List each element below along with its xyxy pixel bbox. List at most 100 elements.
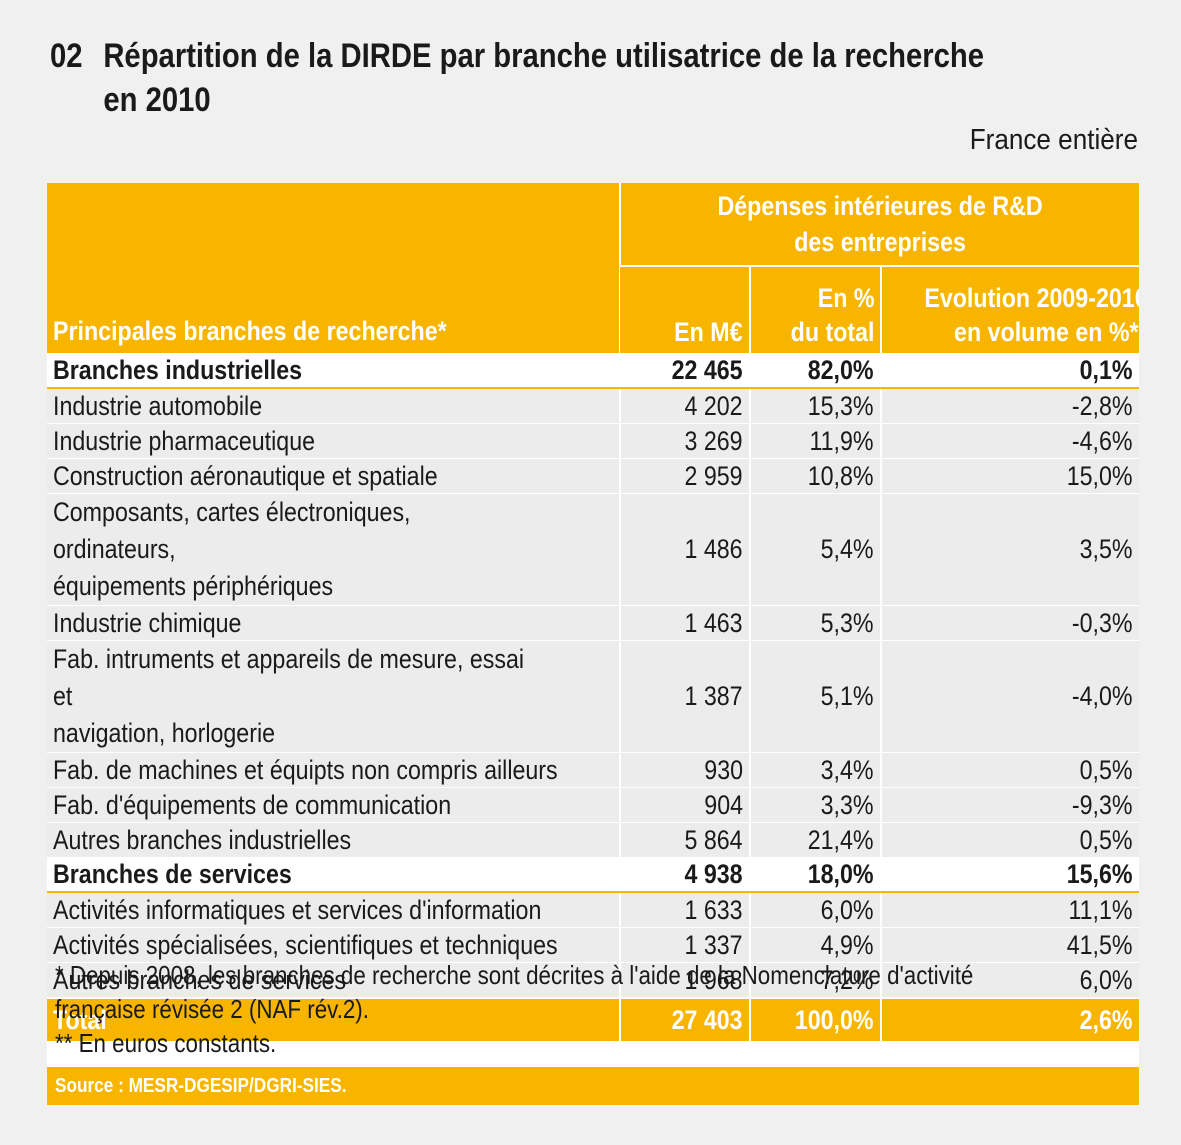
row-evol: 15,0% [1067, 461, 1134, 491]
row-label: Industrie chimique [53, 608, 242, 638]
header-value-label: En M€ [674, 317, 743, 347]
row-value: 1 463 [684, 608, 743, 638]
row-label-line-1: Fab. intruments et appareils de mesure, … [53, 644, 525, 711]
table-row: Fab. d'équipements de communication 904 … [47, 787, 1140, 823]
header-branches: Principales branches de recherche* [47, 183, 620, 353]
row-pct: 21,4% [808, 825, 874, 855]
table-row: Construction aéronautique et spatiale 2 … [47, 458, 1140, 494]
header-evol-line-2: en volume en %** [954, 317, 1140, 347]
row-pct: 11,9% [809, 426, 874, 456]
row-pct: 82,0% [808, 355, 874, 385]
row-label-line-2: équipements périphériques [53, 571, 334, 601]
row-pct: 5,1% [821, 681, 874, 711]
row-evol: 0,5% [1080, 755, 1134, 785]
row-value: 1 387 [684, 681, 743, 711]
table-row: Composants, cartes électroniques, ordina… [47, 493, 1140, 606]
row-label-line-2: navigation, horlogerie [53, 718, 276, 748]
row-label: Activités informatiques et services d'in… [53, 895, 542, 925]
table-row: Industrie pharmaceutique 3 269 11,9% -4,… [47, 423, 1140, 459]
table-row: Activités informatiques et services d'in… [47, 891, 1140, 928]
footnote-1-line-2: française révisée 2 (NAF rév.2). [55, 994, 369, 1024]
row-evol: -2,8% [1072, 391, 1134, 421]
header-branches-label: Principales branches de recherche* [53, 316, 447, 346]
row-label: Industrie pharmaceutique [53, 426, 316, 456]
header-group-line-2: des entreprises [794, 227, 966, 257]
title-line-2: en 2010 [103, 81, 211, 119]
row-evol: -4,6% [1072, 426, 1134, 456]
row-evol: 0,5% [1080, 825, 1134, 855]
footnote-2: ** En euros constants. [55, 1028, 277, 1058]
source-label: Source : MESR-DGESIP/DGRI-SIES. [55, 1075, 347, 1097]
row-value: 4 938 [684, 859, 743, 889]
row-value: 4 202 [684, 391, 743, 421]
row-value: 904 [704, 790, 743, 820]
header-group: Dépenses intérieures de R&D des entrepri… [618, 183, 1140, 266]
row-label: Construction aéronautique et spatiale [53, 461, 438, 491]
row-label: Total [53, 1005, 107, 1035]
row-pct: 5,4% [821, 534, 874, 564]
table-row-total: Total 27 403 100,0% 2,6% [47, 997, 1140, 1041]
table-row: Fab. de machines et équipts non compris … [47, 752, 1140, 788]
header-pct: En % du total [749, 265, 881, 353]
header-pct-line-1: En % [817, 283, 874, 313]
footnote-1-line-1: * Depuis 2008, les branches de recherche… [55, 960, 974, 990]
row-value: 1 633 [684, 895, 743, 925]
row-value: 1 486 [684, 534, 743, 564]
title-line-1: Répartition de la DIRDE par branche util… [103, 37, 985, 75]
row-value: 27 403 [671, 1005, 743, 1035]
row-value: 22 465 [671, 355, 743, 385]
table-row-group-industry: Branches industrielles 22 465 82,0% 0,1% [47, 353, 1140, 389]
row-label: Branches industrielles [53, 355, 303, 385]
header-value: En M€ [620, 265, 750, 353]
row-label: Autres branches industrielles [53, 825, 352, 855]
row-pct: 4,9% [821, 930, 874, 960]
row-pct: 15,3% [808, 391, 874, 421]
row-pct: 5,3% [821, 608, 874, 638]
figure-number: 02 [50, 37, 83, 75]
header-pct-line-2: du total [790, 317, 874, 347]
table-row: Fab. intruments et appareils de mesure, … [47, 640, 1140, 753]
header-evol-line-1: Evolution 2009-2010 [924, 283, 1140, 313]
table-row: Autres branches industrielles 5 864 21,4… [47, 822, 1140, 857]
row-label: Activités spécialisées, scientifiques et… [53, 930, 558, 960]
table-row: Activités spécialisées, scientifiques et… [47, 927, 1140, 963]
row-evol: 3,5% [1080, 534, 1134, 564]
row-evol: 6,0% [1080, 965, 1134, 995]
table-frame: Principales branches de recherche* Dépen… [47, 183, 1140, 1105]
row-evol: -9,3% [1072, 790, 1134, 820]
footnotes: * Depuis 2008, les branches de recherche… [55, 958, 984, 1060]
row-label: Branches de services [53, 859, 292, 889]
row-label: Fab. de machines et équipts non compris … [53, 755, 558, 785]
row-value: 5 864 [684, 825, 743, 855]
row-evol: -4,0% [1072, 681, 1134, 711]
row-value: 3 269 [684, 426, 743, 456]
row-evol: 0,1% [1080, 355, 1134, 385]
header-evol: Evolution 2009-2010 en volume en %** [879, 265, 1140, 353]
row-evol: 15,6% [1067, 859, 1134, 889]
row-evol: 2,6% [1080, 1005, 1134, 1035]
table-row-group-services: Branches de services 4 938 18,0% 15,6% [47, 857, 1140, 893]
row-label: Autres branches de services [53, 965, 346, 995]
row-label: Composants, cartes électroniques, ordina… [53, 495, 535, 606]
row-label: Fab. d'équipements de communication [53, 790, 452, 820]
row-pct: 18,0% [808, 859, 874, 889]
table-row: Industrie chimique 1 463 5,3% -0,3% [47, 605, 1140, 641]
table-row: Autres branches de services 1 968 7,2% 6… [47, 962, 1140, 998]
source-bar: Source : MESR-DGESIP/DGRI-SIES. [47, 1067, 1139, 1105]
row-value: 930 [704, 755, 743, 785]
data-table: Principales branches de recherche* Dépen… [47, 183, 1140, 1041]
row-label: Industrie automobile [53, 391, 263, 421]
row-evol: -0,3% [1072, 608, 1134, 638]
row-value: 2 959 [684, 461, 743, 491]
figure-title: 02 Répartition de la DIRDE par branche ut… [50, 34, 984, 122]
row-pct: 7,2% [821, 965, 874, 995]
scope-label: France entière [969, 124, 1138, 156]
row-pct: 6,0% [821, 895, 874, 925]
row-pct: 3,4% [821, 755, 874, 785]
table-row: Industrie automobile 4 202 15,3% -2,8% [47, 387, 1140, 424]
header-group-line-1: Dépenses intérieures de R&D [717, 191, 1043, 221]
row-value: 1 968 [684, 965, 743, 995]
row-evol: 11,1% [1068, 895, 1134, 925]
row-pct: 100,0% [795, 1005, 874, 1035]
row-pct: 3,3% [821, 790, 874, 820]
